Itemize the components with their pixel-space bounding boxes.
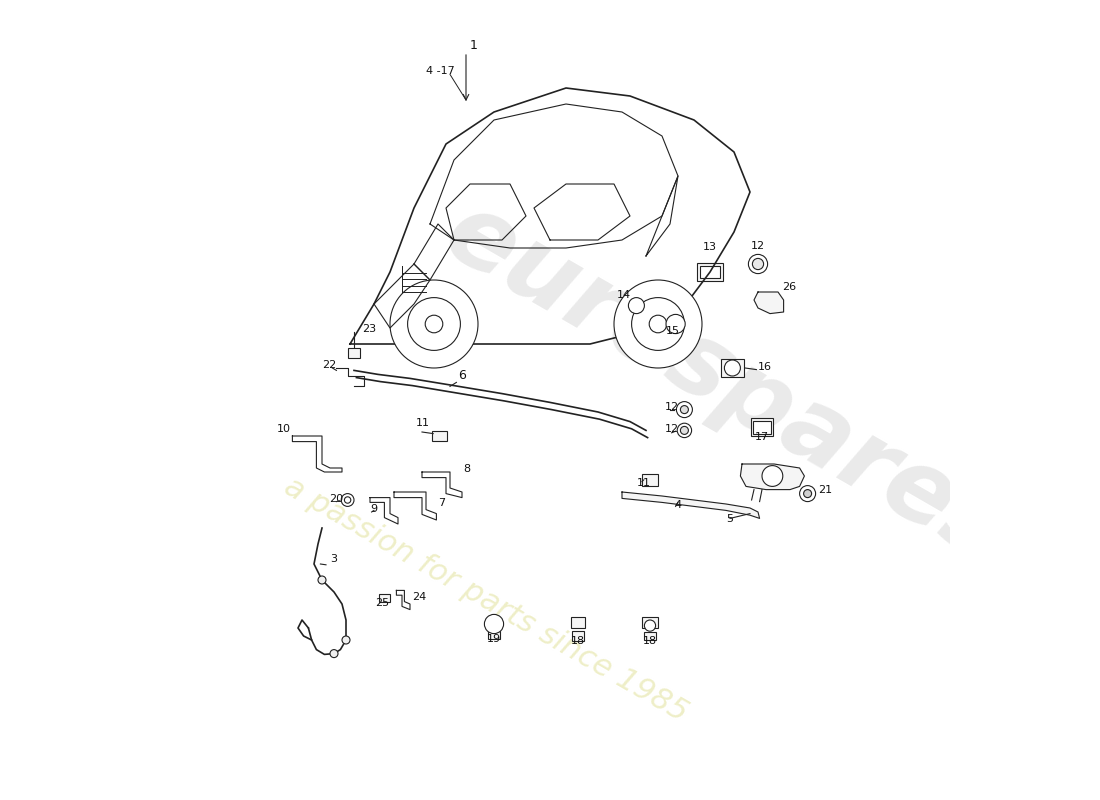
Circle shape [681,426,689,434]
Text: 10: 10 [276,424,290,434]
Bar [751,418,773,436]
Circle shape [318,576,326,584]
Bar [571,617,585,628]
Text: 22: 22 [322,359,337,370]
Bar [572,631,584,641]
Text: 1: 1 [470,39,477,52]
Circle shape [804,490,812,498]
Text: eurospares: eurospares [428,184,1024,584]
Bar [642,617,658,628]
Text: 11: 11 [416,418,430,428]
Circle shape [681,406,689,414]
Text: 16: 16 [758,362,772,372]
Text: 18: 18 [571,635,585,646]
Bar [378,594,390,602]
Text: 18: 18 [642,635,657,646]
Text: 4 -17: 4 -17 [426,66,454,76]
Bar [487,631,500,639]
Circle shape [330,650,338,658]
Bar [722,359,744,377]
Bar [667,309,684,331]
Circle shape [631,298,684,350]
Text: 7: 7 [438,498,446,508]
Text: 19: 19 [487,634,502,644]
Bar [349,348,360,358]
Text: 13: 13 [703,242,717,252]
Circle shape [649,315,667,333]
Bar [625,297,648,314]
Text: 5: 5 [726,514,733,524]
Bar [754,421,771,434]
Circle shape [628,298,645,314]
Circle shape [678,423,692,438]
Text: 24: 24 [412,592,427,602]
Circle shape [341,494,354,506]
Text: 26: 26 [782,282,796,292]
Circle shape [342,636,350,644]
Circle shape [484,614,504,634]
Text: 3: 3 [330,554,337,564]
Circle shape [666,314,685,334]
Circle shape [676,402,692,418]
Text: 25: 25 [375,598,389,608]
Bar [432,431,447,441]
Circle shape [645,620,656,631]
Text: a passion for parts since 1985: a passion for parts since 1985 [279,472,693,728]
Bar [700,266,720,278]
Circle shape [762,466,783,486]
Circle shape [725,360,740,376]
Bar [642,474,658,486]
Text: 12: 12 [664,402,679,412]
Polygon shape [740,464,804,490]
Circle shape [426,315,443,333]
Bar [644,632,657,640]
Text: 12: 12 [664,424,679,434]
Polygon shape [621,492,760,518]
Text: 6: 6 [458,369,466,382]
Text: 8: 8 [463,464,471,474]
Text: 20: 20 [329,494,343,504]
Circle shape [800,486,815,502]
Circle shape [408,298,461,350]
Polygon shape [754,292,783,314]
Text: 11: 11 [637,478,650,488]
Circle shape [390,280,478,368]
Text: 14: 14 [616,290,630,300]
Text: 9: 9 [370,505,377,514]
Circle shape [344,497,351,503]
Circle shape [752,258,763,270]
Text: 4: 4 [674,501,681,510]
Text: 17: 17 [755,431,769,442]
Text: 12: 12 [751,241,766,251]
Circle shape [748,254,768,274]
Text: 15: 15 [666,326,680,336]
Text: 23: 23 [362,323,376,334]
Bar [697,263,723,281]
Text: 21: 21 [818,485,832,495]
Circle shape [614,280,702,368]
